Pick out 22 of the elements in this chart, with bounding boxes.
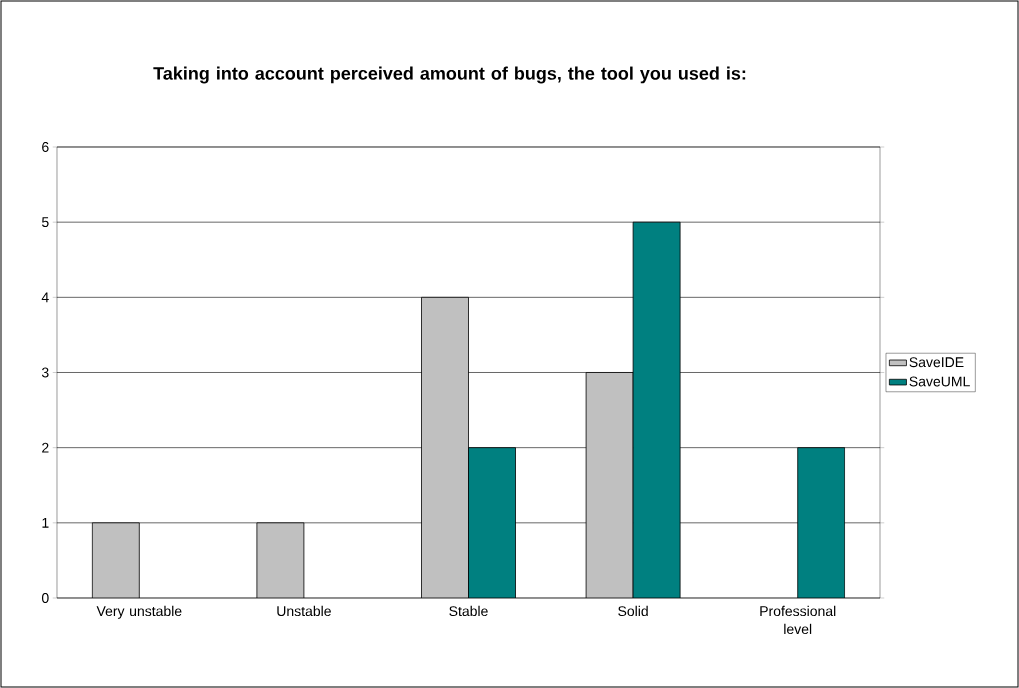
- y-tick-label: 6: [42, 142, 49, 152]
- x-tick-label: Solid: [618, 605, 648, 617]
- bar: [632, 221, 681, 598]
- y-tick-label: 1: [42, 518, 49, 528]
- bar: [421, 296, 469, 598]
- x-tick-label: Professional level: [760, 605, 836, 635]
- y-tick-label: 3: [41, 367, 49, 378]
- x-tick-label: Stable: [449, 605, 488, 617]
- bar: [91, 522, 140, 598]
- bar: [256, 522, 305, 598]
- bar: [797, 447, 846, 598]
- legend-label: SaveUML: [909, 376, 970, 387]
- bar: [468, 447, 516, 598]
- y-tick-label: 4: [41, 292, 49, 303]
- y-tick-label: 2: [42, 442, 49, 453]
- y-tick-label: 5: [41, 217, 49, 228]
- legend-label: SaveIDE: [909, 357, 964, 368]
- y-tick-label: 0: [41, 593, 49, 603]
- x-tick-label: Very unstable: [96, 605, 182, 619]
- bar: [585, 372, 634, 598]
- x-tick-label: Unstable: [277, 605, 331, 617]
- chart-title: Taking into account perceived amount of bugs, the tool you used is:: [153, 66, 746, 84]
